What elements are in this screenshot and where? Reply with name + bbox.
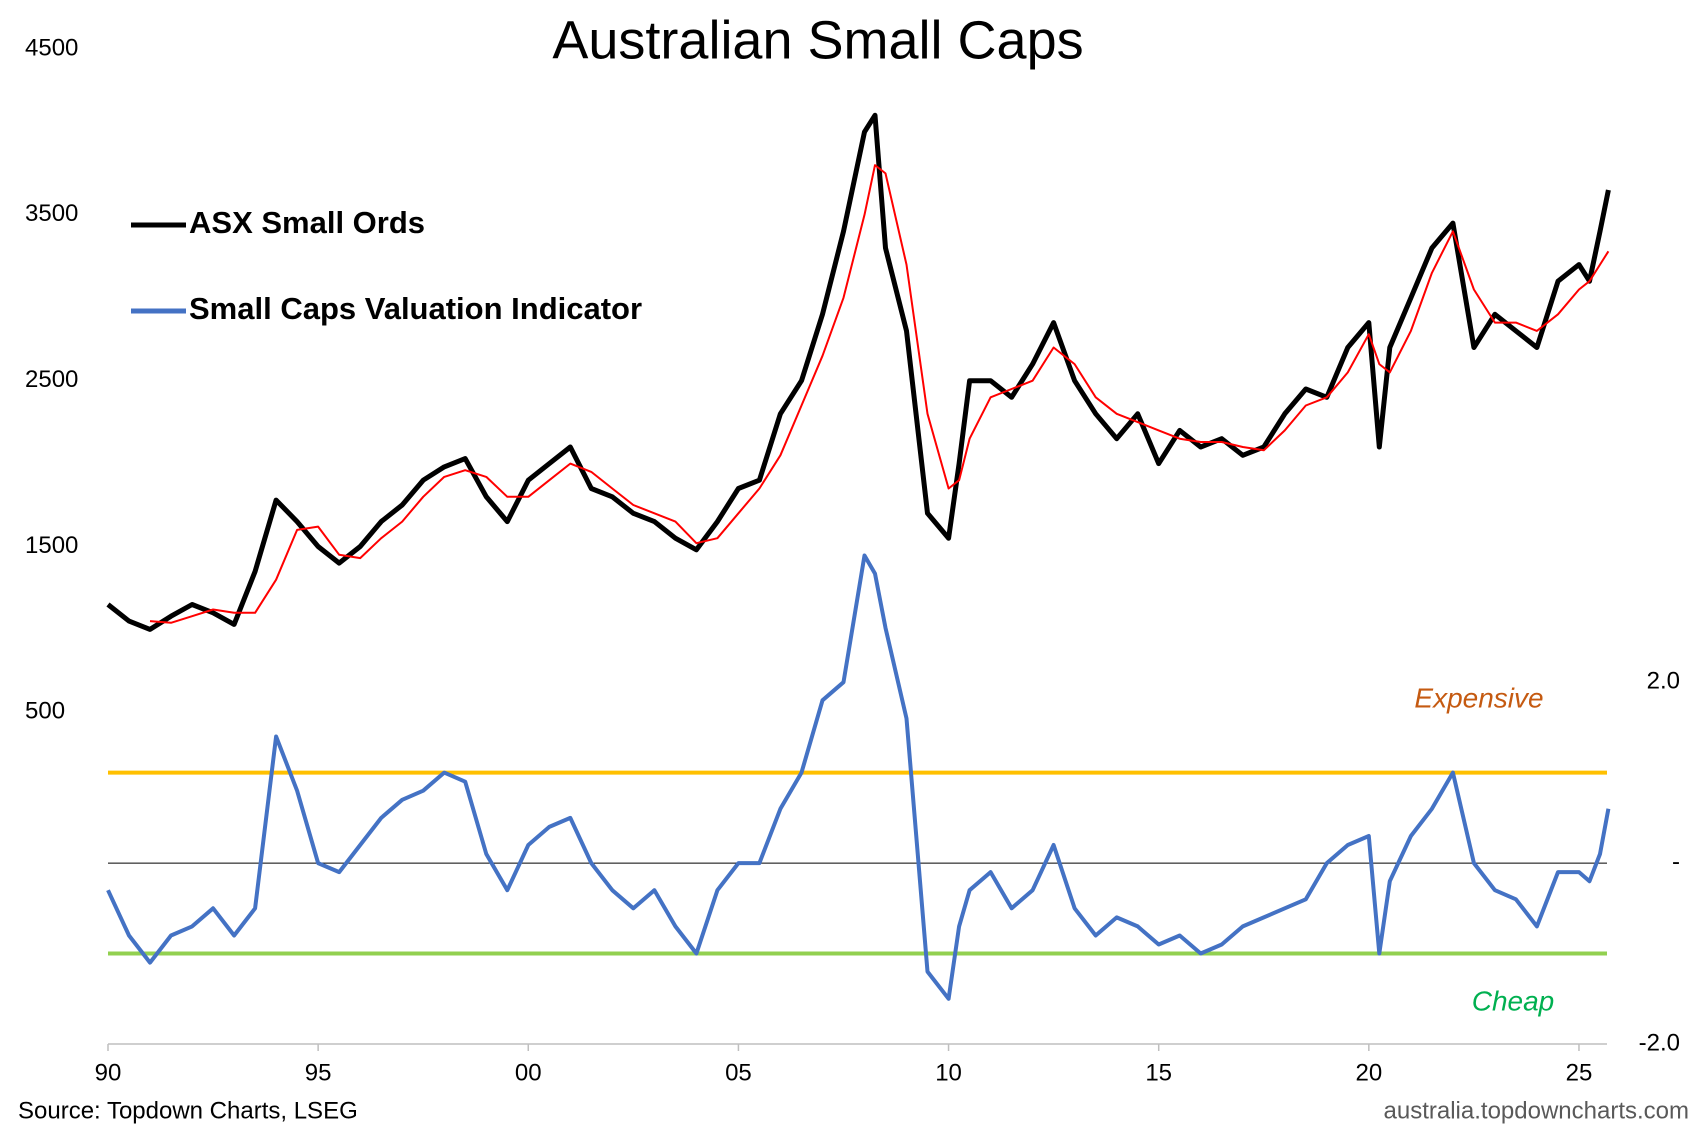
y-tick-label: 2500: [25, 366, 78, 393]
x-tick-label: 10: [935, 1059, 962, 1086]
x-tick-label: 15: [1145, 1059, 1172, 1086]
y-tick-label: 4500: [25, 34, 78, 61]
annotation: Cheap: [1472, 985, 1555, 1016]
chart-title: Australian Small Caps: [552, 10, 1083, 70]
y-tick-label: 3500: [25, 200, 78, 227]
legend-label: Small Caps Valuation Indicator: [189, 291, 642, 326]
y-tick-label: 1500: [25, 532, 78, 559]
y2-tick-label: -: [1672, 848, 1680, 875]
watermark: australia.topdowncharts.com: [1384, 1097, 1689, 1124]
y2-tick-label: 2.0: [1647, 668, 1680, 695]
series-line: [106, 112, 1611, 632]
source: Source: Topdown Charts, LSEG: [18, 1097, 358, 1124]
x-tick-label: 20: [1355, 1059, 1382, 1086]
x-tick-label: 95: [305, 1059, 332, 1086]
x-tick-label: 90: [95, 1059, 122, 1086]
x-tick-label: 25: [1566, 1059, 1593, 1086]
y2-tick-label: -2.0: [1639, 1029, 1680, 1056]
x-tick-label: 00: [515, 1059, 542, 1086]
y-tick-label: 500: [25, 698, 65, 725]
series-line: [106, 553, 1611, 1001]
series-line: [149, 164, 1610, 624]
legend-label: ASX Small Ords: [189, 205, 425, 240]
annotation: Expensive: [1414, 682, 1543, 713]
x-tick-label: 05: [725, 1059, 752, 1086]
